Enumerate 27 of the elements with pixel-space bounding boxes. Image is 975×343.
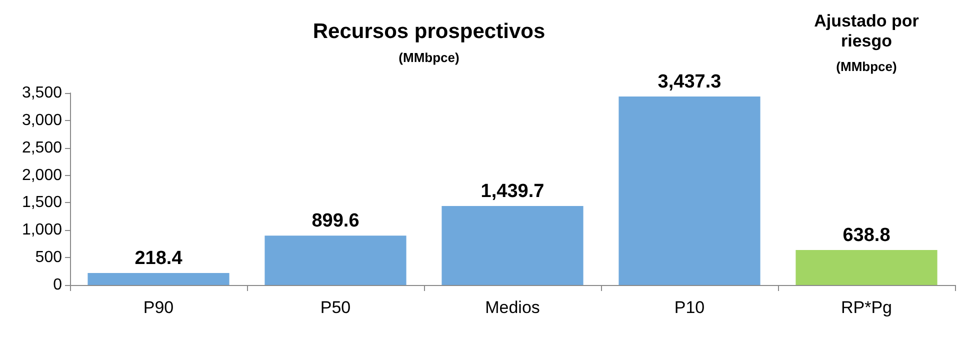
y-tick-label: 1,000	[22, 222, 62, 239]
x-tick-label: P90	[143, 298, 174, 317]
bar	[796, 250, 938, 285]
text: (MMbpce)	[836, 59, 897, 74]
chart-subtitle: (MMbpce)	[398, 50, 460, 65]
data-label: 1,439.7	[480, 181, 544, 202]
data-label: 218.4	[134, 248, 183, 270]
data-label: 3,437.3	[658, 71, 722, 92]
data-label: 899.6	[312, 210, 360, 232]
y-tick-label: 1,500	[22, 194, 62, 212]
x-tick-label: P50	[320, 298, 351, 317]
bar	[88, 273, 230, 285]
data-label: 638.8	[842, 224, 890, 246]
y-tick-label: 3,000	[22, 112, 62, 129]
x-tick-label: RP*Pg	[840, 298, 892, 317]
bar	[264, 236, 406, 285]
x-tick-label: Medios	[485, 298, 540, 317]
bar	[618, 96, 760, 285]
chart-title: Recursos prospectivos	[312, 20, 546, 43]
y-tick-label: 3,500	[22, 84, 62, 102]
bar	[442, 206, 584, 285]
y-tick-label: 2,000	[22, 166, 62, 184]
x-tick-label: P10	[674, 298, 705, 317]
y-tick-label: 0	[53, 276, 62, 294]
y-tick-label: 2,500	[22, 139, 62, 156]
y-tick-label: 500	[35, 249, 62, 266]
text: Ajustado por riesgo	[814, 12, 920, 50]
